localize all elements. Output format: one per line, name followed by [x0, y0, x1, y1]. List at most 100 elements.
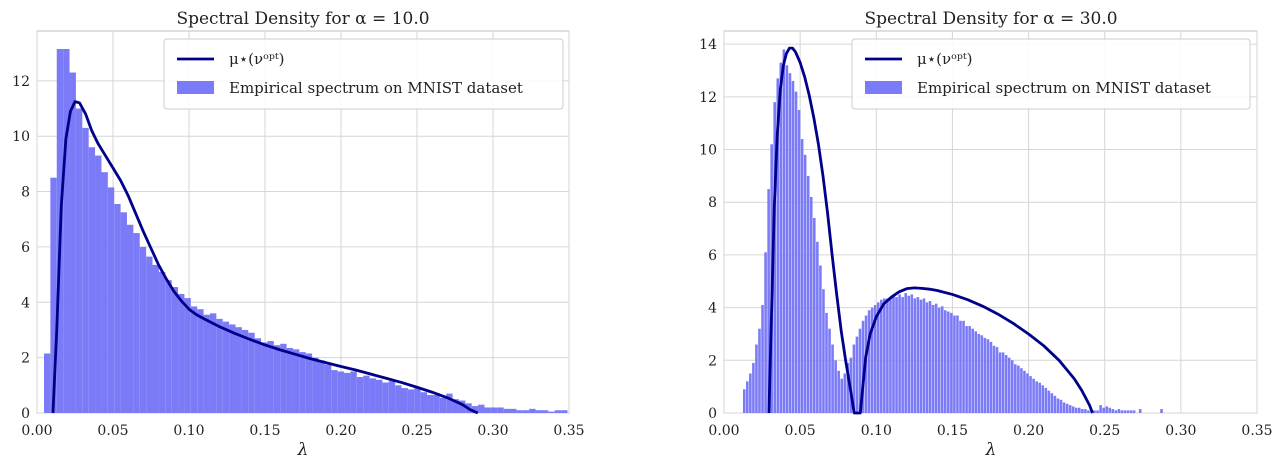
histogram-bar: [950, 312, 953, 413]
histogram-bar: [749, 373, 752, 413]
chart-left-xlabel: λ: [297, 440, 309, 459]
histogram-bar: [1010, 360, 1014, 413]
histogram-bar: [312, 357, 319, 413]
histogram-bar: [898, 294, 901, 413]
histogram-bar: [809, 196, 813, 413]
histogram-bar: [88, 147, 96, 413]
histogram-bar: [819, 265, 822, 413]
chart-right-xlabel: λ: [985, 440, 997, 459]
histogram-bar: [548, 411, 555, 413]
histogram-bar: [1138, 409, 1142, 413]
histogram-bar: [1029, 376, 1032, 413]
histogram-bar: [1053, 395, 1057, 413]
histogram-bar: [779, 62, 783, 413]
histogram-bar: [742, 389, 746, 413]
histogram-bar: [1123, 410, 1127, 413]
histogram-bar: [782, 49, 786, 414]
histogram-bar: [858, 328, 862, 413]
histogram-bar: [178, 293, 185, 413]
histogram-bar: [1084, 409, 1087, 413]
histogram-bar: [764, 252, 767, 413]
histogram-bar: [919, 299, 923, 413]
y-tick-label: 4: [708, 301, 717, 317]
histogram-bar: [554, 410, 562, 413]
histogram-bar: [1081, 409, 1084, 413]
chart-left-density-curve: [51, 100, 479, 415]
histogram-bar: [1093, 410, 1096, 413]
histogram-bar: [1014, 364, 1017, 413]
x-tick-label: 0.15: [937, 423, 968, 439]
histogram-bar: [490, 407, 498, 413]
histogram-bar: [886, 298, 889, 413]
histogram-bar: [344, 372, 351, 413]
histogram-bar: [63, 48, 70, 414]
histogram-bar: [822, 289, 825, 413]
y-tick-label: 8: [708, 195, 717, 211]
histogram-bar: [375, 379, 383, 413]
histogram-bar: [101, 172, 108, 413]
histogram-bar: [803, 154, 807, 414]
histogram-bar: [883, 298, 886, 413]
histogram-bar: [1160, 409, 1163, 413]
histogram-bar: [350, 371, 357, 413]
chart-right-density-curve: [767, 46, 1094, 415]
histogram-bar: [273, 345, 281, 413]
histogram-bar: [146, 256, 153, 413]
histogram-bar: [828, 328, 831, 413]
histogram-bar: [1050, 393, 1054, 413]
histogram-bar: [478, 404, 485, 413]
legend-curve-label: μ⋆(νᵒᵖᵗ): [229, 50, 284, 68]
histogram-bar: [1017, 365, 1020, 413]
histogram-bar: [1129, 410, 1133, 413]
histogram-bar: [248, 332, 255, 413]
histogram-bar: [107, 187, 115, 413]
histogram-bar: [292, 349, 300, 413]
histogram-bar: [407, 389, 415, 413]
legend-box: [163, 38, 564, 110]
chart-left: Spectral Density for α = 10.0 0.00 0.05 0.…: [12, 9, 584, 459]
chart-left-legend: μ⋆(νᵒᵖᵗ) Empirical spectrum on MNIST dat…: [163, 38, 564, 110]
histogram-bar: [139, 246, 147, 413]
histogram-bar: [773, 102, 777, 413]
y-tick-label: 10: [699, 143, 717, 159]
histogram-bar: [825, 312, 828, 413]
x-tick-label: 0.05: [97, 423, 128, 439]
histogram-bar: [267, 341, 274, 413]
histogram-bar: [433, 395, 440, 413]
x-tick-label: 0.30: [477, 423, 508, 439]
histogram-bar: [995, 347, 999, 413]
histogram-bar: [75, 108, 83, 413]
histogram-bar: [791, 81, 795, 413]
histogram-bar: [197, 309, 204, 413]
x-tick-label: 0.20: [325, 423, 356, 439]
histogram-bar: [943, 310, 947, 413]
histogram-bar: [1111, 409, 1115, 413]
histogram-bar: [746, 381, 749, 413]
histogram-bar: [324, 364, 332, 413]
histogram-bar: [1035, 381, 1038, 413]
histogram-bar: [446, 393, 453, 413]
histogram-bar: [968, 326, 971, 413]
histogram-bar: [158, 271, 166, 413]
y-tick-label: 0: [21, 406, 30, 422]
histogram-bar: [1132, 410, 1136, 413]
histogram-bar: [800, 139, 804, 413]
histogram-bar: [458, 400, 466, 413]
histogram-bar: [962, 320, 965, 413]
histogram-bar: [834, 360, 837, 413]
histogram-bar: [910, 294, 914, 413]
histogram-bar: [895, 297, 898, 413]
y-tick-label: 12: [699, 90, 717, 106]
histogram-bar: [133, 233, 140, 413]
y-tick-label: 0: [708, 406, 717, 422]
histogram-bar: [484, 407, 491, 413]
histogram-bar: [414, 388, 421, 413]
y-tick-label: 2: [708, 353, 717, 369]
histogram-bar: [813, 218, 816, 413]
legend-box: [851, 38, 1251, 110]
histogram-bar: [439, 397, 447, 413]
y-tick-label: 10: [12, 129, 30, 145]
histogram-bar: [1062, 402, 1066, 413]
legend-histogram-swatch: [865, 81, 902, 94]
histogram-bar: [120, 212, 127, 413]
